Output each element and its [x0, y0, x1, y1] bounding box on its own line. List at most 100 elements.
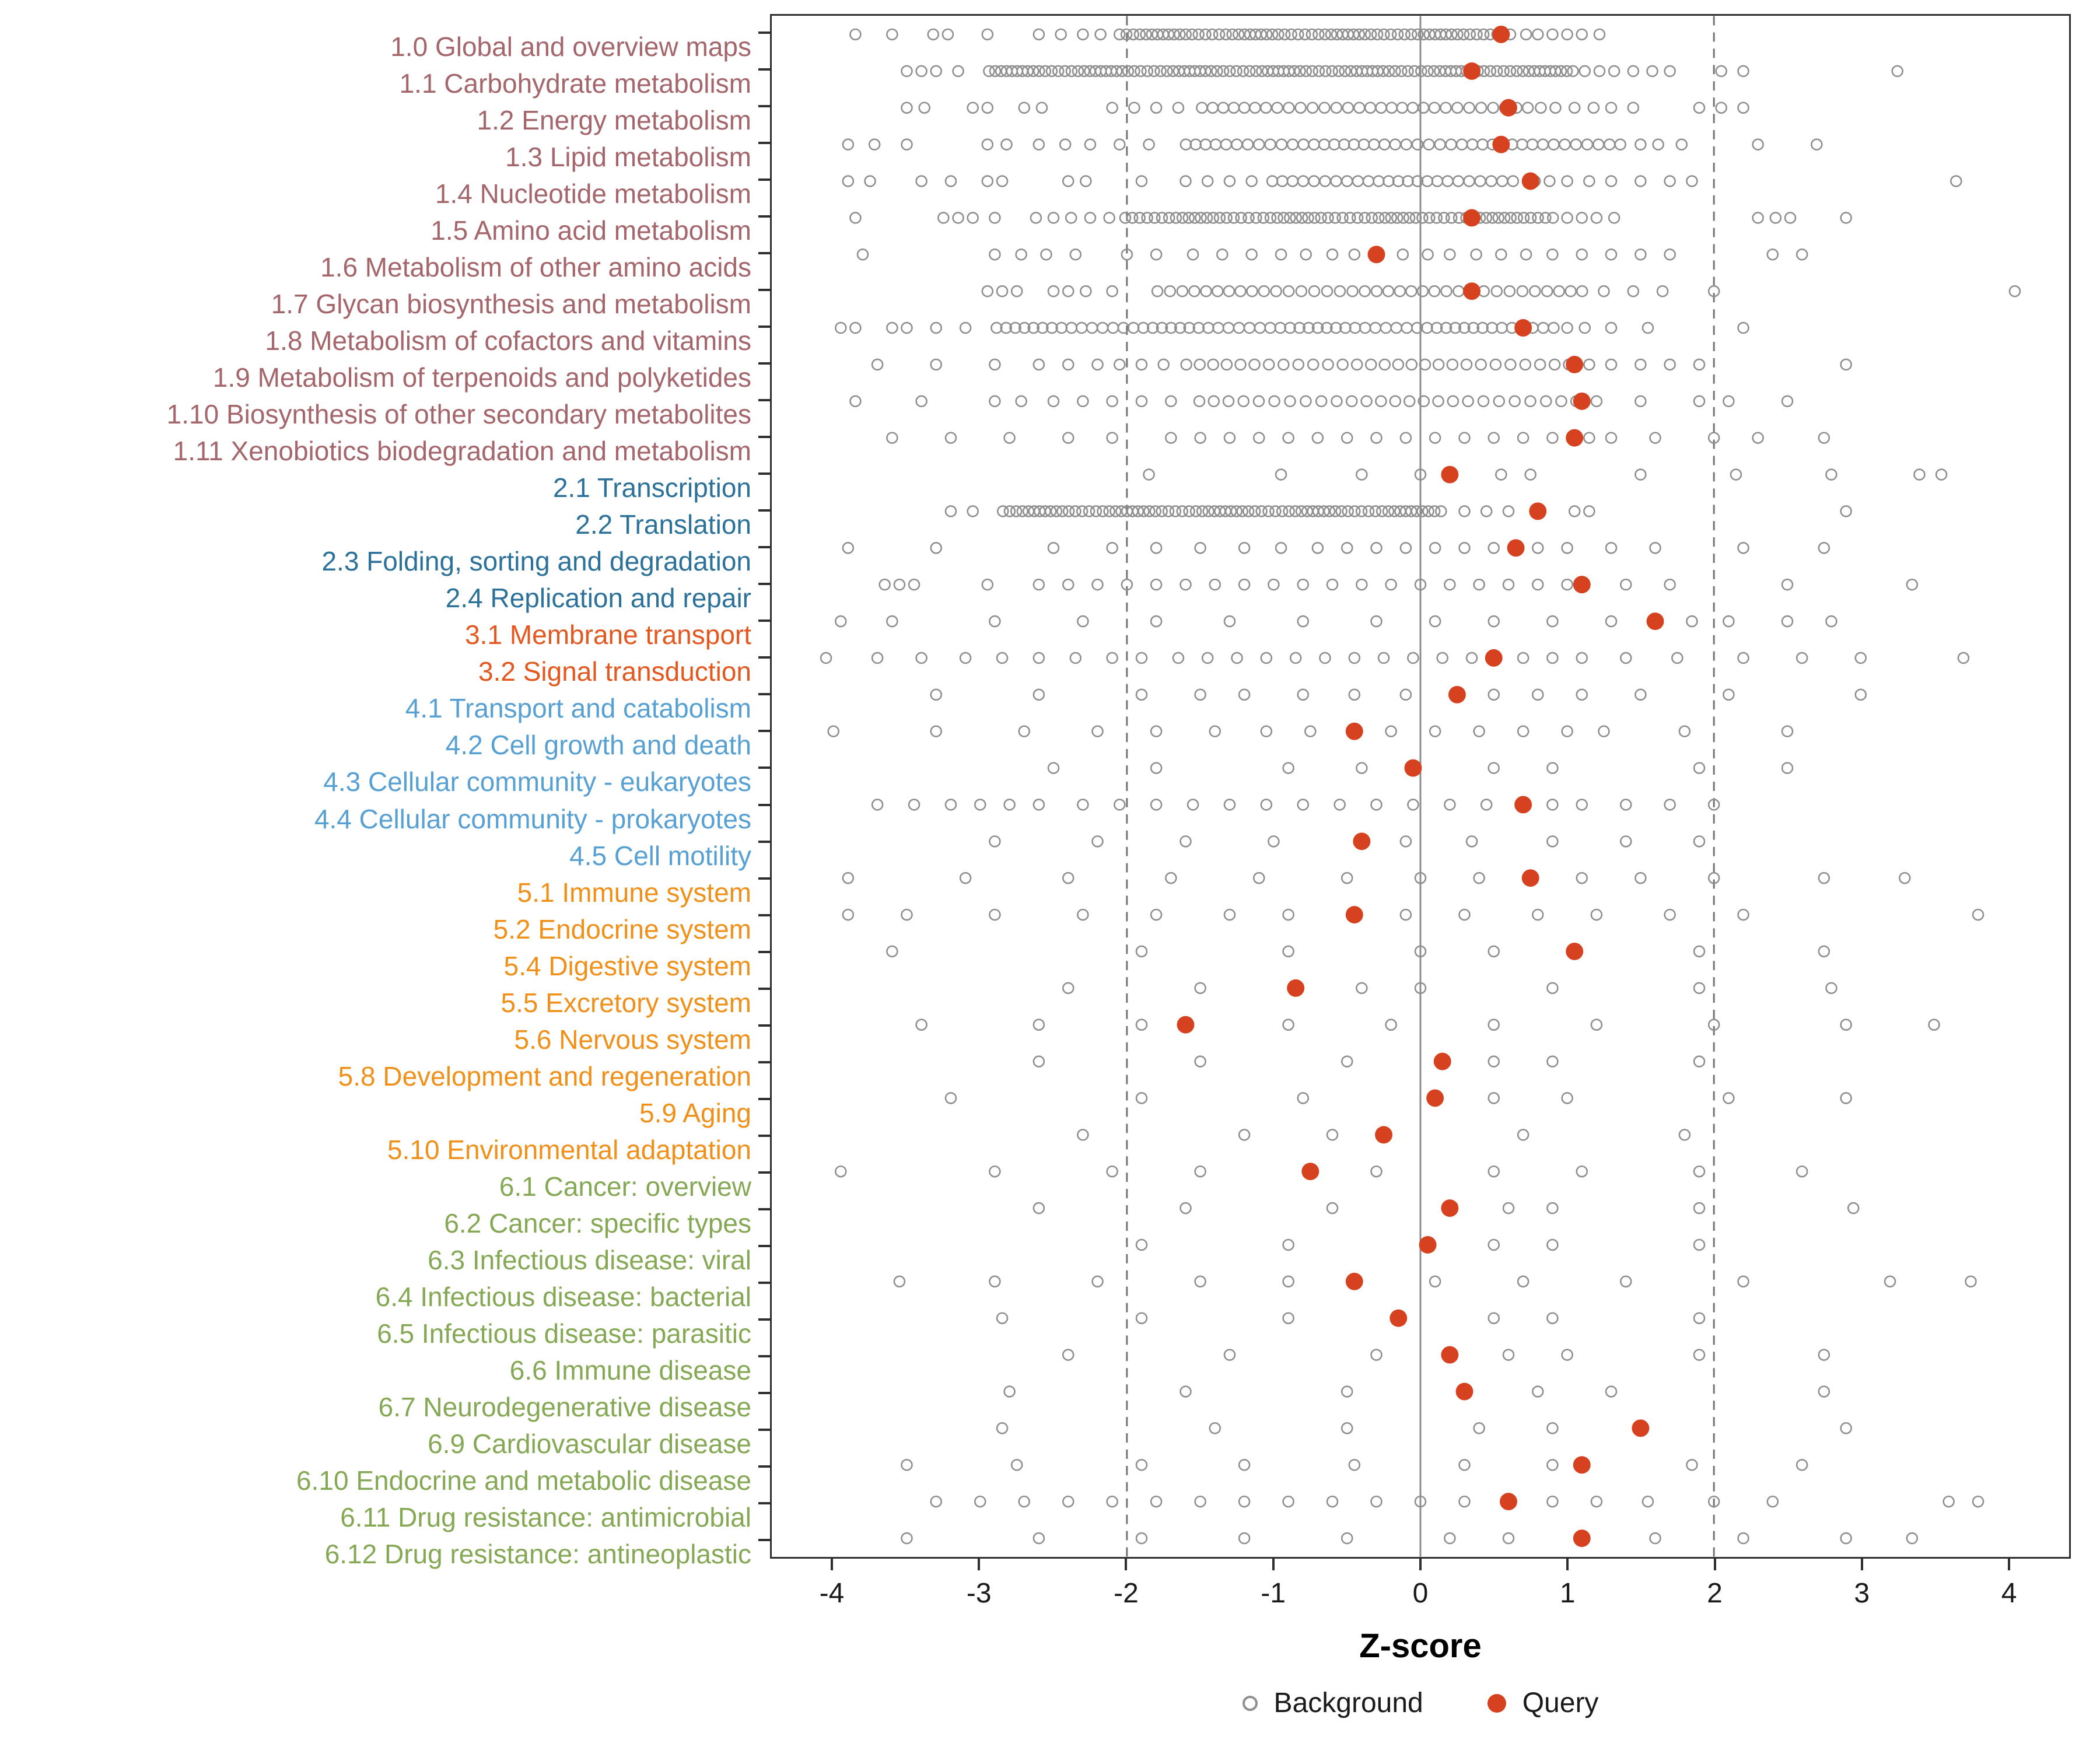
background-point — [1091, 725, 1104, 737]
background-point — [1128, 102, 1140, 114]
background-point — [1486, 212, 1499, 224]
background-point — [1458, 505, 1471, 517]
background-point — [1126, 212, 1139, 224]
background-point — [1592, 138, 1605, 150]
background-point — [1223, 908, 1236, 921]
background-point — [1546, 1238, 1559, 1251]
background-point — [1480, 505, 1493, 517]
background-point — [1035, 102, 1048, 114]
background-point — [1340, 432, 1353, 444]
background-point — [1260, 28, 1273, 41]
background-point — [1561, 28, 1573, 41]
background-point — [1332, 65, 1345, 78]
y-tick-mark — [758, 1539, 770, 1542]
query-point — [1573, 1530, 1591, 1547]
background-point — [1341, 175, 1353, 187]
background-point — [1300, 395, 1312, 408]
background-point — [1148, 65, 1160, 78]
background-point — [1440, 102, 1452, 114]
background-point — [1189, 505, 1202, 517]
y-tick-mark — [758, 803, 770, 806]
background-point — [1039, 505, 1051, 517]
background-point — [944, 175, 957, 187]
background-point — [1549, 65, 1562, 78]
background-point — [1227, 102, 1240, 114]
background-point — [1496, 175, 1508, 187]
background-point — [1146, 321, 1159, 334]
background-point — [1818, 1385, 1831, 1398]
background-point — [1693, 102, 1706, 114]
background-point — [1205, 65, 1217, 78]
background-point — [1321, 285, 1334, 298]
background-point — [1564, 285, 1577, 298]
background-point — [1235, 212, 1247, 224]
background-point — [1686, 615, 1698, 628]
background-point — [1266, 28, 1279, 41]
background-point — [1268, 835, 1280, 848]
background-point — [1546, 1495, 1559, 1508]
background-point — [1226, 28, 1238, 41]
query-point — [1287, 979, 1305, 997]
background-point — [1286, 138, 1299, 150]
background-point — [1062, 285, 1074, 298]
background-point — [1598, 285, 1610, 298]
background-point — [1271, 212, 1283, 224]
y-axis-label: 1.7 Glycan biosynthesis and metabolism — [271, 288, 751, 319]
background-point — [1135, 395, 1148, 408]
background-point — [1348, 248, 1361, 261]
background-point — [1238, 1458, 1251, 1471]
background-point — [989, 1165, 1001, 1178]
background-point — [1502, 505, 1515, 517]
y-tick-mark — [758, 1024, 770, 1027]
background-point — [1576, 872, 1588, 884]
y-axis-label: 1.6 Metabolism of other amino acids — [320, 251, 751, 282]
x-tick-mark — [1860, 1559, 1863, 1570]
background-point — [967, 212, 979, 224]
background-point — [1234, 285, 1247, 298]
query-point — [1455, 1382, 1474, 1401]
background-point — [1406, 102, 1419, 114]
background-point — [1516, 138, 1528, 150]
background-point — [1150, 248, 1163, 261]
background-point — [1487, 102, 1499, 114]
background-point — [1207, 358, 1219, 371]
background-point — [901, 1458, 913, 1471]
background-point — [1385, 725, 1397, 737]
background-point — [1781, 578, 1794, 591]
background-point — [1194, 432, 1206, 444]
background-point — [1114, 138, 1126, 150]
background-point — [1062, 505, 1075, 517]
background-point — [1490, 285, 1503, 298]
background-point — [1135, 945, 1148, 958]
background-point — [827, 725, 839, 737]
background-point — [1497, 65, 1510, 78]
background-point — [1488, 688, 1500, 701]
background-point — [1378, 212, 1391, 224]
background-point — [1268, 578, 1280, 591]
background-point — [996, 505, 1009, 517]
background-point — [942, 28, 954, 41]
background-point — [1524, 212, 1537, 224]
background-point — [842, 872, 855, 884]
y-axis-label: 4.3 Cellular community - eukaryotes — [323, 766, 751, 797]
background-point — [1517, 212, 1530, 224]
background-point — [1186, 799, 1199, 811]
background-point — [1444, 799, 1456, 811]
background-point — [1480, 799, 1493, 811]
background-point — [1003, 1385, 1016, 1398]
background-point — [1127, 28, 1140, 41]
background-point — [1032, 1532, 1045, 1545]
background-point — [1355, 505, 1368, 517]
background-point — [1634, 872, 1647, 884]
background-point — [1150, 542, 1163, 554]
background-point — [1561, 1092, 1573, 1104]
background-point — [1488, 1312, 1500, 1325]
background-point — [1326, 1495, 1339, 1508]
background-point — [1230, 65, 1242, 78]
background-point — [1375, 395, 1387, 408]
background-point — [1957, 652, 1970, 664]
background-point — [1370, 1165, 1382, 1178]
background-point — [930, 321, 943, 334]
background-point — [1410, 505, 1423, 517]
background-point — [1356, 578, 1368, 591]
